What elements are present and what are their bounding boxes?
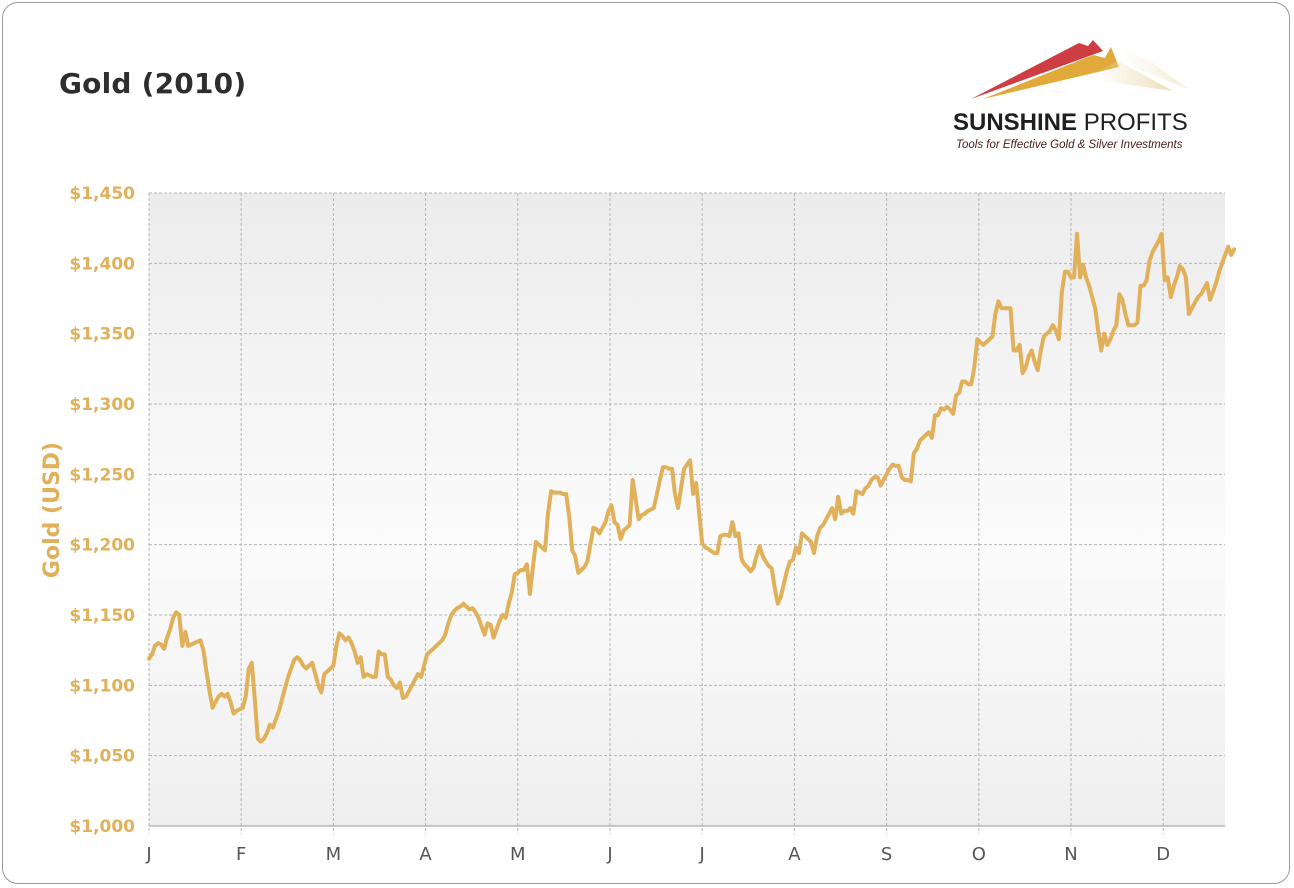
gold-price-line bbox=[147, 231, 1237, 744]
y-tick-label: $1,200 bbox=[69, 536, 135, 556]
y-tick-label: $1,050 bbox=[69, 747, 135, 767]
plot-area bbox=[149, 193, 1225, 826]
x-tick-label: J bbox=[699, 844, 705, 865]
y-tick-label: $1,300 bbox=[69, 395, 135, 415]
y-tick-label: $1,400 bbox=[69, 254, 135, 274]
logo-name-light: PROFITS bbox=[1083, 109, 1188, 136]
x-tick-label: O bbox=[972, 844, 986, 865]
y-tick-label: $1,350 bbox=[69, 325, 135, 345]
x-tick-label: N bbox=[1064, 844, 1077, 865]
x-tick-label: J bbox=[145, 844, 151, 865]
x-tick-label: F bbox=[236, 844, 246, 865]
x-tick-label: M bbox=[510, 844, 526, 865]
y-tick-label: $1,150 bbox=[69, 606, 135, 626]
y-tick-label: $1,450 bbox=[69, 184, 135, 204]
y-tick-label: $1,250 bbox=[69, 465, 135, 485]
plot-svg: $1,000 $1,050 $1,100 $1,150 $1,200 $1,250 $1,3… bbox=[40, 184, 1237, 865]
x-tick-label: D bbox=[1156, 844, 1170, 865]
y-axis-label: Gold (USD) bbox=[40, 442, 65, 578]
logo-swoosh-icon bbox=[971, 40, 1188, 99]
chart-title: Gold (2010) bbox=[59, 67, 247, 100]
sunshine-profits-logo: SUNSHINE PROFITS Tools for Effective Gol… bbox=[943, 33, 1243, 183]
x-tick-label: A bbox=[419, 844, 432, 865]
logo-name: SUNSHINE PROFITS bbox=[953, 109, 1188, 137]
logo-tagline: Tools for Effective Gold & Silver Invest… bbox=[956, 139, 1183, 151]
x-tick-label: J bbox=[606, 844, 612, 865]
grid-lines bbox=[148, 192, 1225, 834]
x-tick-label: S bbox=[881, 844, 892, 865]
y-tick-label: $1,100 bbox=[69, 676, 135, 696]
x-tick-label: A bbox=[788, 844, 801, 865]
y-axis-ticks: $1,000 $1,050 $1,100 $1,150 $1,200 $1,250 $1,3… bbox=[69, 184, 135, 837]
y-tick-label: $1,000 bbox=[69, 817, 135, 837]
x-tick-label: M bbox=[326, 844, 342, 865]
logo-name-bold: SUNSHINE bbox=[953, 109, 1078, 136]
